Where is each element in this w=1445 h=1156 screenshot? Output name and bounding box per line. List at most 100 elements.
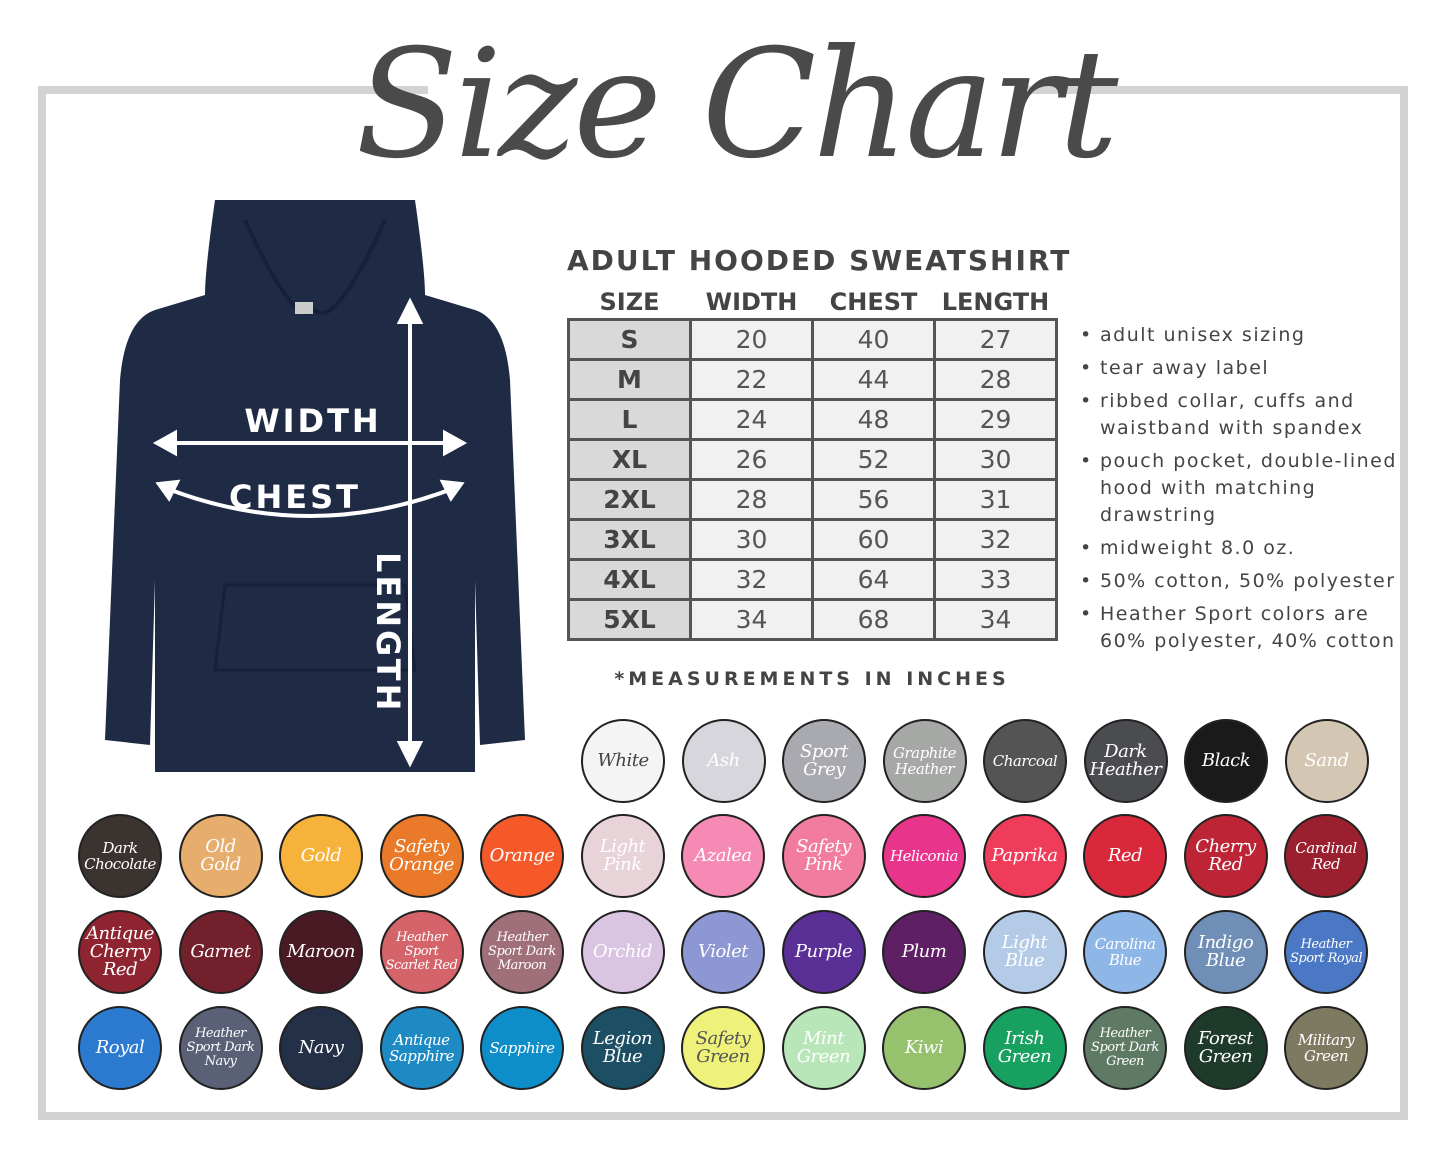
size-cell: 5XL: [567, 598, 692, 641]
table-row: 4XL 32 64 33: [567, 558, 1058, 601]
measurement-cell: 20: [689, 318, 814, 361]
color-swatch: Carolina Blue: [1083, 910, 1167, 994]
color-swatch: Sapphire: [480, 1006, 564, 1090]
table-row: S 20 40 27: [567, 318, 1058, 361]
color-swatch: Heather Sport Royal: [1284, 910, 1368, 994]
measurement-cell: 28: [689, 478, 814, 521]
color-swatch: Military Green: [1284, 1006, 1368, 1090]
color-swatch: Azalea: [681, 814, 765, 898]
length-label: LENGTH: [369, 552, 407, 713]
hood-seam: [243, 219, 387, 316]
measurement-cell: 34: [933, 598, 1058, 641]
measurement-cell: 40: [811, 318, 936, 361]
feature-item: adult unisex sizing: [1080, 322, 1410, 349]
column-header: SIZE: [599, 288, 660, 316]
measurement-cell: 30: [689, 518, 814, 561]
color-swatch: Antique Cherry Red: [78, 910, 162, 994]
size-cell: 4XL: [567, 558, 692, 601]
header-row: SIZE WIDTH CHEST LENGTH: [569, 286, 1057, 320]
table-row: XL 26 52 30: [567, 438, 1058, 481]
measurement-arrows: [152, 297, 468, 768]
color-swatch: Safety Orange: [379, 814, 464, 898]
size-cell: L: [567, 398, 692, 441]
color-swatch: Royal: [78, 1006, 162, 1090]
color-swatch: Heather Sport Scarlet Red: [379, 910, 464, 994]
table-row: 5XL 34 68 34: [567, 598, 1058, 641]
measurement-cell: 31: [933, 478, 1058, 521]
size-cell: M: [567, 358, 692, 401]
color-swatch: Heliconia: [882, 814, 966, 898]
feature-item: pouch pocket, double-lined hood with mat…: [1080, 448, 1410, 529]
color-swatch: Orange: [480, 814, 564, 898]
measurement-cell: 64: [811, 558, 936, 601]
color-swatch: Heather Sport Dark Maroon: [480, 910, 564, 994]
color-swatch: Antique Sapphire: [379, 1006, 464, 1090]
chest-label: CHEST: [229, 478, 361, 516]
color-swatch: Sand: [1284, 719, 1369, 803]
table-row: 3XL 30 60 32: [567, 518, 1058, 561]
measurement-cell: 28: [933, 358, 1058, 401]
title-gap: [428, 80, 1028, 100]
measurement-cell: 52: [811, 438, 936, 481]
size-cell: S: [567, 318, 692, 361]
table-row: M 22 44 28: [567, 358, 1058, 401]
color-swatch: Irish Green: [982, 1006, 1067, 1090]
pouch-pocket: [213, 583, 417, 672]
measurement-cell: 26: [689, 438, 814, 481]
measurement-cell: 22: [689, 358, 814, 401]
measurement-note: *MEASUREMENTS IN INCHES: [614, 668, 1010, 690]
color-swatch: Gold: [279, 814, 363, 898]
color-swatch: Orchid: [580, 910, 665, 994]
measurement-cell: 24: [689, 398, 814, 441]
table-row: L 24 48 29: [567, 398, 1058, 441]
color-swatch: Forest Green: [1183, 1006, 1268, 1090]
color-swatch: Cherry Red: [1183, 814, 1268, 898]
measurement-cell: 29: [933, 398, 1058, 441]
color-swatch: Maroon: [279, 910, 363, 994]
hoodie-illustration: WIDTH CHEST LENGTH: [105, 200, 525, 772]
hoodie-shape: [105, 200, 525, 772]
measurement-cell: 48: [811, 398, 936, 441]
color-swatch: Black: [1184, 719, 1268, 803]
table-row: 2XL 28 56 31: [567, 478, 1058, 521]
size-cell: 2XL: [567, 478, 692, 521]
color-swatch: Safety Pink: [781, 814, 866, 898]
color-swatch: Garnet: [178, 910, 263, 994]
column-header: WIDTH: [705, 288, 798, 316]
measurement-cell: 56: [811, 478, 936, 521]
feature-item: ribbed collar, cuffs and waistband with …: [1080, 388, 1410, 442]
color-swatch: Cardinal Red: [1284, 814, 1368, 898]
color-swatch: Light Blue: [982, 910, 1067, 994]
color-swatch: Kiwi: [882, 1006, 966, 1090]
color-swatch: White: [581, 719, 665, 803]
feature-item: midweight 8.0 oz.: [1080, 535, 1410, 562]
color-swatch: Safety Green: [681, 1006, 765, 1090]
color-swatch: Violet: [681, 910, 765, 994]
color-swatch: Light Pink: [580, 814, 665, 898]
color-swatch: Sport Grey: [782, 719, 866, 803]
column-header: CHEST: [829, 288, 918, 316]
table-title: ADULT HOODED SWEATSHIRT: [567, 244, 1072, 277]
measurement-cell: 60: [811, 518, 936, 561]
color-swatch: Plum: [882, 910, 966, 994]
color-swatch: Ash: [681, 719, 766, 803]
measurement-cell: 32: [933, 518, 1058, 561]
measurement-cell: 34: [689, 598, 814, 641]
color-swatch: Dark Chocolate: [78, 814, 162, 898]
color-swatch: Heather Sport Dark Green: [1083, 1006, 1167, 1090]
size-cell: XL: [567, 438, 692, 481]
measurement-cell: 30: [933, 438, 1058, 481]
feature-item: tear away label: [1080, 355, 1410, 382]
color-swatch: Dark Heather: [1083, 719, 1168, 803]
color-swatch: Legion Blue: [580, 1006, 665, 1090]
color-swatch: Old Gold: [178, 814, 263, 898]
measurement-cell: 32: [689, 558, 814, 601]
color-swatch: Heather Sport Dark Navy: [178, 1006, 263, 1090]
color-swatch: Charcoal: [983, 719, 1067, 803]
color-swatch: Indigo Blue: [1183, 910, 1268, 994]
color-swatch: Red: [1083, 814, 1167, 898]
color-swatch: Graphite Heather: [882, 719, 967, 803]
measurement-cell: 27: [933, 318, 1058, 361]
measurement-cell: 44: [811, 358, 936, 401]
color-swatch: Paprika: [982, 814, 1067, 898]
